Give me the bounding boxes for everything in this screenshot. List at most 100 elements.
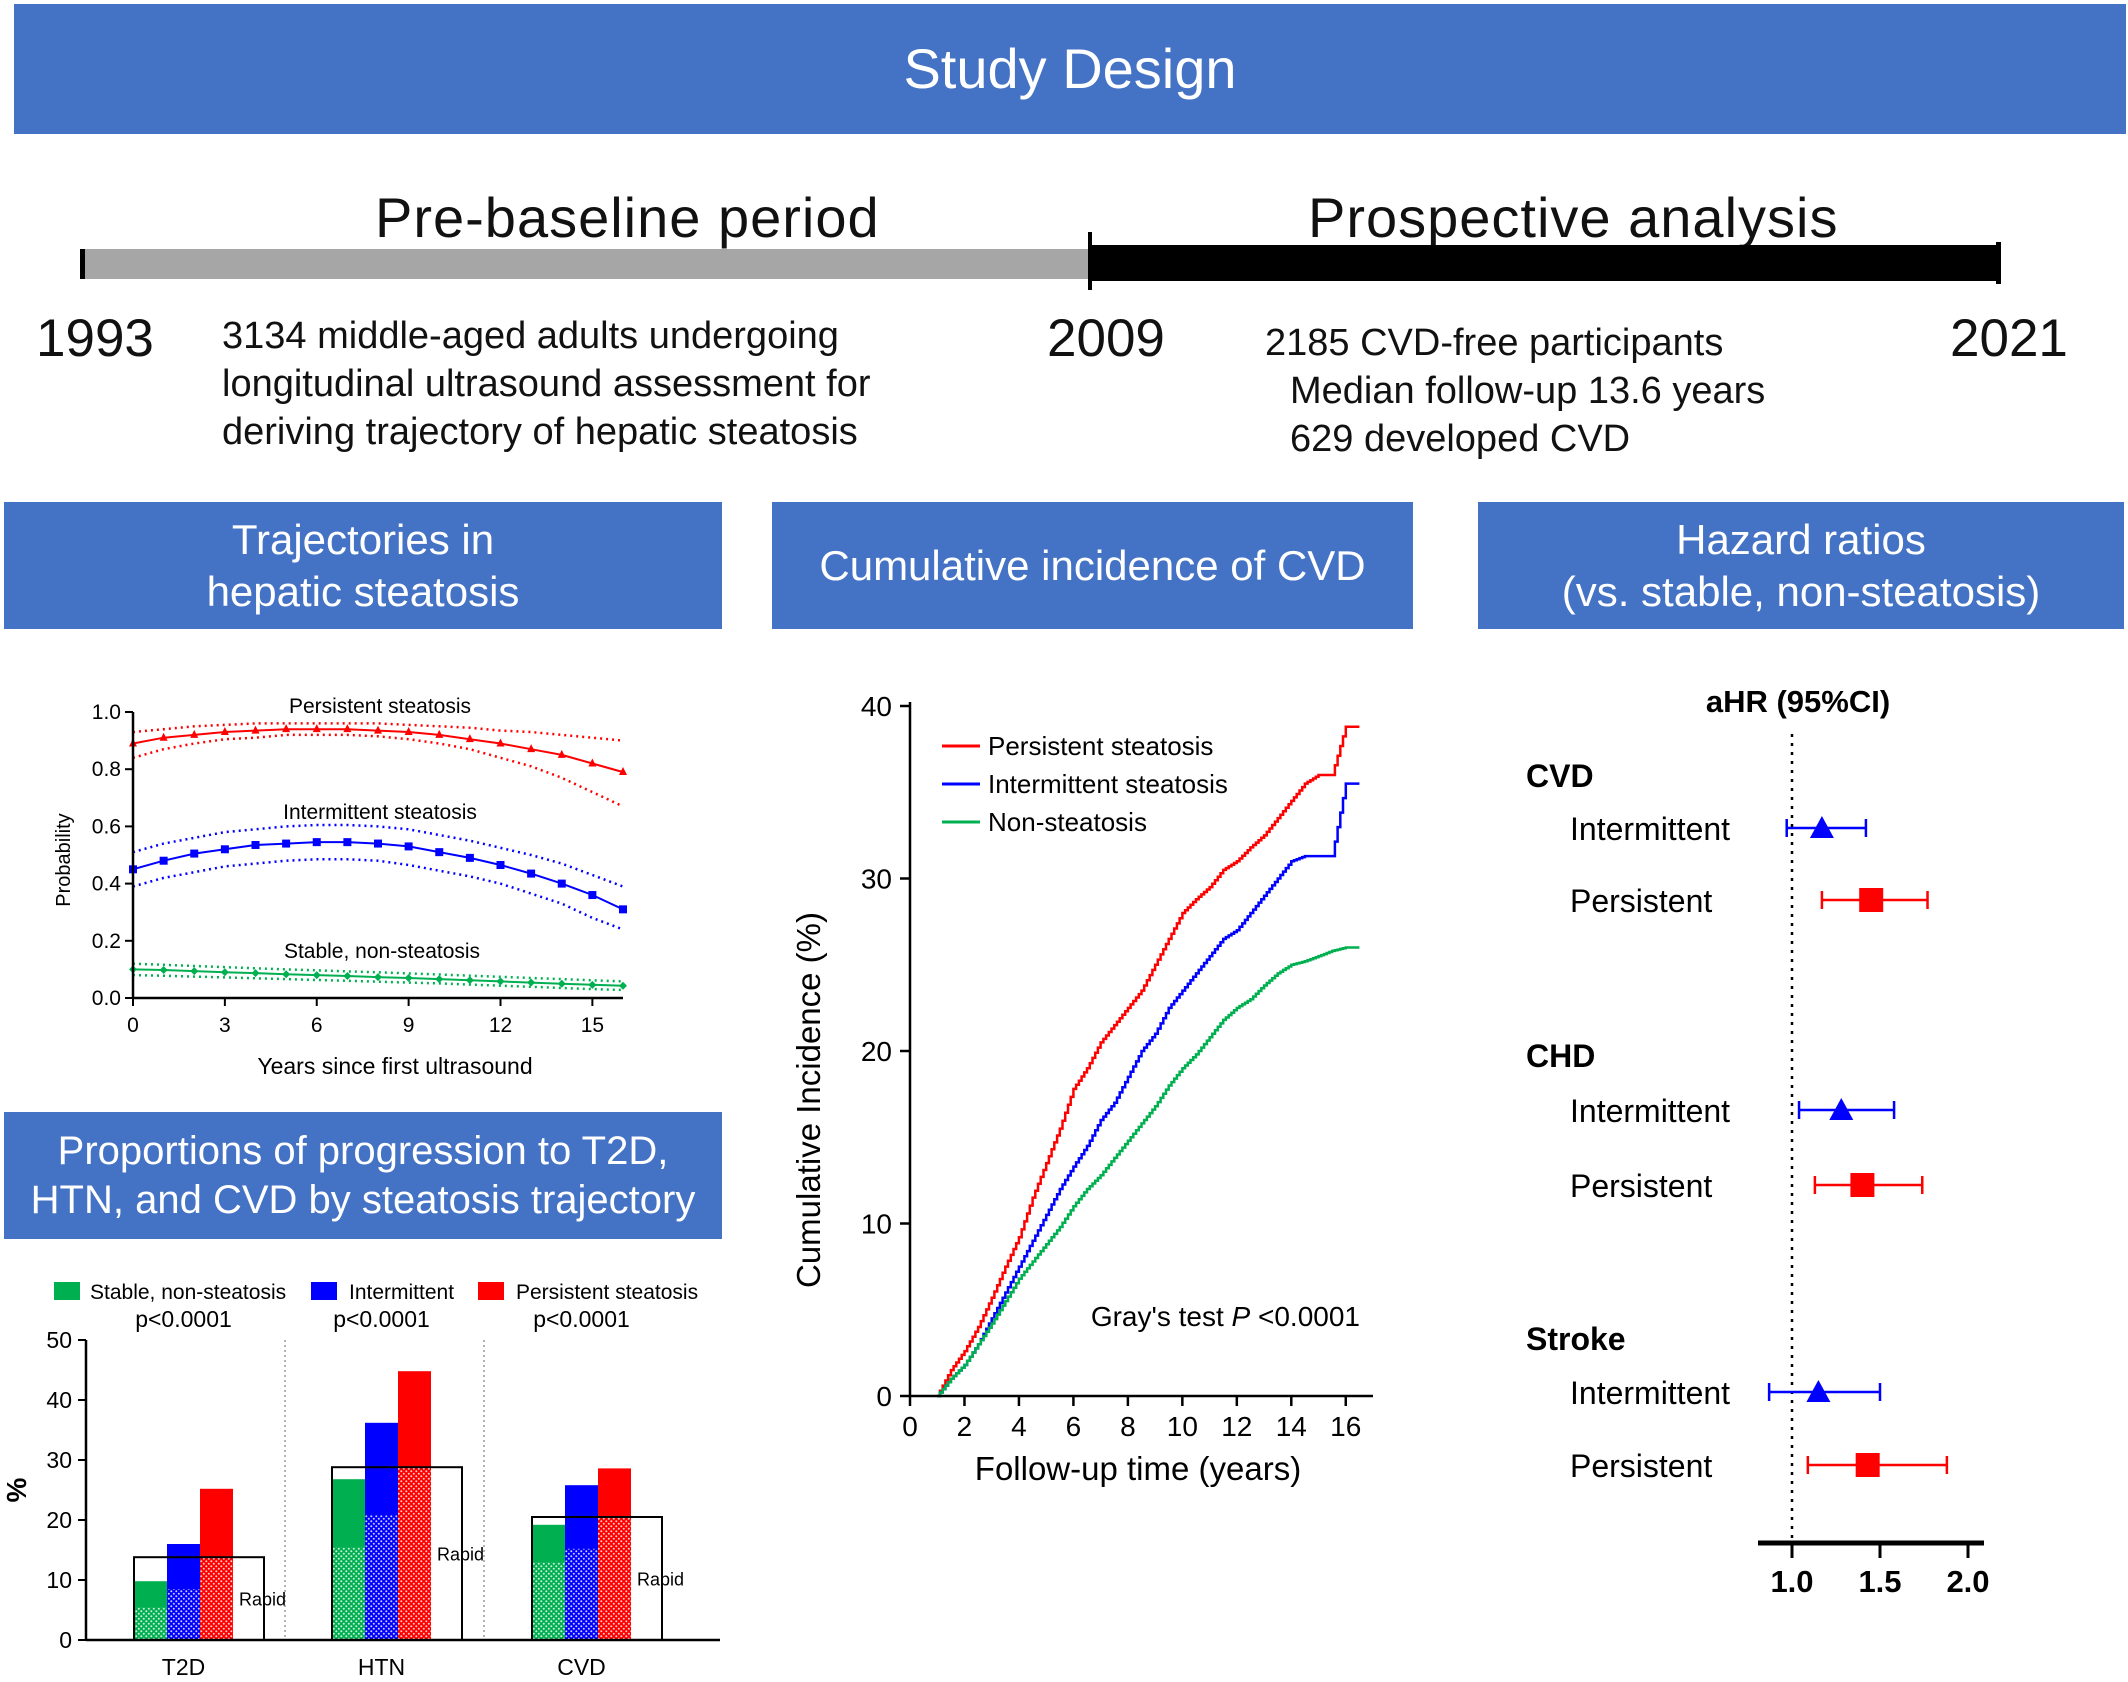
traj-ytick-label: 0.0 xyxy=(92,987,121,1010)
timeline-tick-end xyxy=(1996,242,2001,284)
year-start: 1993 xyxy=(36,309,154,368)
traj-point-intermittent-steatosis xyxy=(435,848,444,857)
inc-xtick-label: 2 xyxy=(957,1411,973,1442)
traj-point-persistent-steatosis xyxy=(619,767,627,776)
forest-row-label-stroke-persistent: Persistent xyxy=(1570,1448,1712,1484)
traj-point-persistent-steatosis xyxy=(557,749,566,758)
inc-legend: Persistent steatosis Intermittent steato… xyxy=(942,731,1228,837)
timeline-tick-mid xyxy=(1088,232,1092,290)
traj-ylabel: Probability xyxy=(53,813,75,906)
traj-point-stable-non-steatosis xyxy=(220,968,229,977)
traj-point-persistent-steatosis xyxy=(527,744,536,753)
traj-point-stable-non-steatosis xyxy=(588,980,597,989)
traj-point-persistent-steatosis xyxy=(251,725,260,734)
traj-upper-intermittent-steatosis xyxy=(133,823,623,888)
traj-label-stable: Stable, non-steatosis xyxy=(284,940,480,963)
forest-xtick-label: 1.5 xyxy=(1858,1564,1901,1599)
hazard-banner: Hazard ratios (vs. stable, non-steatosis… xyxy=(1478,502,2124,629)
bar-rapid-t2d-intermittent xyxy=(167,1589,200,1640)
traj-point-stable-non-steatosis xyxy=(159,965,168,974)
traj-point-intermittent-steatosis xyxy=(619,905,627,914)
inc-xlabel: Follow-up time (years) xyxy=(975,1450,1301,1487)
traj-point-intermittent-steatosis xyxy=(404,842,413,851)
legend-nonsteatosis-label: Non-steatosis xyxy=(988,807,1147,837)
legend-stable-swatch xyxy=(54,1282,80,1300)
inc-xtick-label: 10 xyxy=(1167,1411,1198,1442)
traj-point-intermittent-steatosis xyxy=(527,869,536,878)
traj-point-intermittent-steatosis xyxy=(496,861,505,870)
traj-lower-persistent-steatosis xyxy=(133,733,623,808)
bar-category-cvd: CVD xyxy=(557,1654,606,1680)
forest-point-cvd-persistent xyxy=(1859,888,1884,912)
traj-point-intermittent-steatosis xyxy=(343,838,352,847)
inc-line-intermittent-steatosis xyxy=(937,782,1360,1398)
bar-ylabel: % xyxy=(1,1477,32,1502)
group-label-chd: CHD xyxy=(1526,1038,1595,1074)
forest-xtick-label: 2.0 xyxy=(1946,1564,1989,1599)
traj-point-stable-non-steatosis xyxy=(251,969,260,978)
timeline-bar-post xyxy=(1088,245,2000,281)
legend-persistent-bar-label: Persistent steatosis xyxy=(516,1281,698,1304)
bar-rapid-label-t2d: Rapid xyxy=(239,1590,286,1610)
incidence-chart: 0 10 20 30 40 0 2 4 6 8 10 12 14 16 Persistent steato… xyxy=(790,691,1373,1487)
traj-point-intermittent-steatosis xyxy=(557,879,566,888)
hazard-chart: aHR (95%CI) Intermittent Persistent Interm… xyxy=(1526,684,1990,1599)
legend-stable-label: Stable, non-steatosis xyxy=(90,1281,286,1304)
bar-rapid-htn-intermittent xyxy=(365,1515,398,1640)
forest-row-label-cvd-intermittent: Intermittent xyxy=(1570,811,1730,847)
traj-point-intermittent-steatosis xyxy=(159,856,168,865)
traj-point-persistent-steatosis xyxy=(496,738,505,747)
bar-rapid-cvd-intermittent xyxy=(565,1548,598,1640)
group-label-stroke: Stroke xyxy=(1526,1321,1626,1357)
traj-line-intermittent-steatosis xyxy=(133,841,623,911)
inc-xtick-label: 12 xyxy=(1221,1411,1252,1442)
traj-ytick-label: 0.2 xyxy=(92,930,121,953)
traj-point-persistent-steatosis xyxy=(159,732,168,741)
pre-desc-line-1: 3134 middle-aged adults undergoing xyxy=(222,315,839,357)
bar-rapid-cvd-stable-non-steatosis xyxy=(532,1562,565,1640)
inc-ytick-label: 20 xyxy=(861,1036,892,1067)
traj-point-intermittent-steatosis xyxy=(282,839,291,848)
traj-xlabel: Years since first ultrasound xyxy=(257,1053,532,1079)
traj-point-stable-non-steatosis xyxy=(619,981,627,990)
bar-ytick-label: 50 xyxy=(46,1327,72,1353)
traj-point-stable-non-steatosis xyxy=(312,971,321,980)
traj-xtick-label: 6 xyxy=(311,1014,323,1037)
incidence-banner: Cumulative incidence of CVD xyxy=(772,502,1413,629)
inc-ytick-label: 40 xyxy=(861,691,892,722)
traj-point-persistent-steatosis xyxy=(282,724,291,733)
bar-category-t2d: T2D xyxy=(162,1654,205,1680)
progression-chart: Stable, non-steatosis Intermittent Persi… xyxy=(1,1281,720,1680)
traj-point-stable-non-steatosis xyxy=(343,971,352,980)
traj-lower-stable-non-steatosis xyxy=(133,973,623,992)
progression-legend: Stable, non-steatosis Intermittent Persi… xyxy=(54,1281,698,1304)
traj-point-stable-non-steatosis xyxy=(282,970,291,979)
grays-test-p: P xyxy=(1232,1301,1251,1332)
legend-persistent-swatch xyxy=(478,1282,504,1300)
forest-point-chd-persistent xyxy=(1850,1173,1875,1197)
legend-intermittent-bar-label: Intermittent xyxy=(349,1281,454,1304)
timeline-bar-pre xyxy=(80,249,1100,279)
trajectories-banner: Trajectories in hepatic steatosis xyxy=(4,502,722,629)
proportions-banner: Proportions of progression to T2D, HTN, … xyxy=(4,1112,722,1239)
trajectory-chart: 0.0 0.2 0.4 0.6 0.8 1.0 0 3 6 9 12 15 Persistent st… xyxy=(53,695,627,1079)
bar-ytick-label: 30 xyxy=(46,1447,72,1473)
bar-category-htn: HTN xyxy=(358,1654,405,1680)
traj-xtick-label: 15 xyxy=(581,1014,604,1037)
traj-point-stable-non-steatosis xyxy=(435,975,444,984)
incidence-title: Cumulative incidence of CVD xyxy=(819,541,1366,589)
hazard-title-1: Hazard ratios xyxy=(1676,516,1926,564)
inc-xtick-label: 8 xyxy=(1120,1411,1136,1442)
forest-row-label-stroke-intermittent: Intermittent xyxy=(1570,1375,1730,1411)
legend-persistent-label: Persistent steatosis xyxy=(988,731,1213,761)
forest-header: aHR (95%CI) xyxy=(1706,684,1890,719)
hazard-title-2: (vs. stable, non-steatosis) xyxy=(1561,567,2041,615)
year-end: 2021 xyxy=(1950,309,2068,368)
traj-point-persistent-steatosis xyxy=(190,729,199,738)
traj-point-persistent-steatosis xyxy=(465,734,474,743)
traj-point-persistent-steatosis xyxy=(435,729,444,738)
year-mid: 2009 xyxy=(1047,309,1165,368)
forest-point-stroke-persistent xyxy=(1855,1453,1880,1477)
traj-point-persistent-steatosis xyxy=(374,725,382,734)
grays-test-annotation: Gray's test P <0.0001 xyxy=(1091,1301,1360,1332)
